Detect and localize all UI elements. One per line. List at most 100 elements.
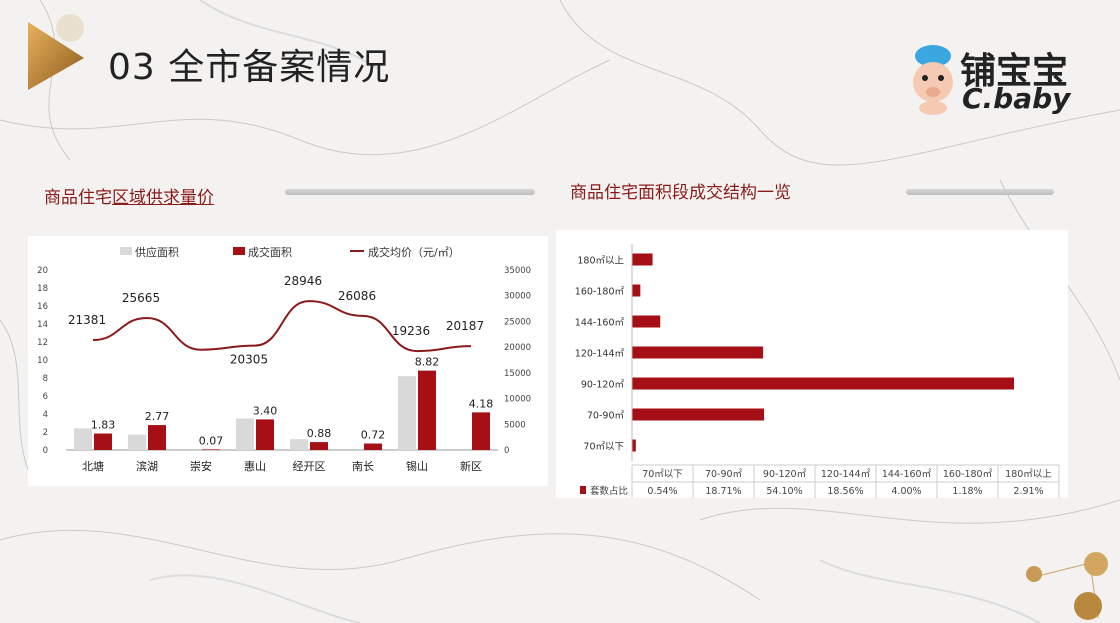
data-label-price: 28946	[284, 274, 322, 288]
data-label-price: 25665	[122, 291, 160, 305]
table-row-label: 套数占比	[590, 485, 628, 497]
bar-deal	[94, 433, 112, 450]
table-header-cell: 144-160㎡	[882, 469, 932, 480]
y-tick-label: 0	[43, 446, 48, 456]
bar-supply	[236, 418, 254, 450]
y-tick-label: 160-180㎡	[575, 287, 625, 298]
data-label-deal: 8.82	[415, 356, 440, 369]
x-tick-label: 北塘	[82, 459, 104, 473]
data-label-deal: 0.07	[199, 434, 224, 447]
y-tick-label: 120-144㎡	[575, 349, 625, 360]
x-tick-label: 崇安	[190, 459, 212, 473]
data-label-deal: 0.72	[361, 429, 386, 442]
table-value-cell: 2.91%	[1013, 486, 1043, 497]
y-tick-label: 4	[43, 410, 48, 420]
y-tick-label: 14	[37, 320, 48, 330]
right-divider	[906, 189, 1054, 195]
price-line	[92, 300, 472, 353]
supply-demand-chart: 供应面积 成交面积 成交均价（元/㎡） 0 2 4 6 8 10 12 14 16 18 20 0 5000 1…	[37, 245, 531, 473]
y2-tick-label: 15000	[504, 369, 531, 379]
y2-tick-label: 20000	[504, 343, 531, 353]
y-tick-label: 8	[43, 374, 48, 384]
table-value-cell: 0.54%	[647, 486, 677, 497]
bar-share	[632, 408, 765, 421]
table-header-cell: 90-120㎡	[763, 469, 807, 480]
y-tick-label: 18	[37, 284, 48, 294]
data-label-price: 21381	[68, 313, 106, 327]
data-label-price: 19236	[392, 324, 430, 338]
table-value-cell: 4.00%	[891, 486, 921, 497]
x-tick-label: 新区	[460, 459, 482, 473]
decorative-spheres	[1026, 552, 1108, 620]
legend-label-supply: 供应面积	[135, 245, 179, 259]
table-value-cell: 18.56%	[827, 486, 863, 497]
table-value-cell: 18.71%	[705, 486, 741, 497]
table-header-cell: 70㎡以下	[642, 469, 683, 480]
brand-name-cn: 铺宝宝	[960, 51, 1069, 92]
bar-supply	[128, 434, 146, 450]
left-section-title-plain: 商品住宅	[44, 188, 112, 208]
y-tick-label: 6	[43, 392, 48, 402]
data-label-deal: 1.83	[91, 419, 116, 432]
y-tick-label: 90-120㎡	[581, 380, 625, 391]
page-title: 03 全市备案情况	[108, 47, 391, 88]
data-label-price: 20305	[230, 353, 268, 367]
y2-tick-label: 10000	[504, 395, 531, 405]
bar-supply	[290, 439, 308, 450]
area-structure-chart: 180㎡以上 160-180㎡ 144-160㎡ 120-144㎡ 90-120㎡ 70-…	[574, 244, 1060, 500]
y2-tick-label: 0	[504, 446, 509, 456]
bar-supply	[74, 428, 92, 450]
right-section-title: 商品住宅面积段成交结构一览	[570, 183, 791, 203]
table-header-cell: 180㎡以上	[1005, 469, 1052, 480]
left-section-title-underlined: 区域供求量价	[112, 188, 214, 208]
y-tick-label: 2	[43, 428, 48, 438]
table-row-swatch	[580, 486, 586, 494]
bar-deal	[148, 425, 166, 450]
bar-share	[632, 377, 1014, 390]
y2-tick-label: 25000	[504, 317, 531, 327]
table-header-cell: 160-180㎡	[943, 469, 993, 480]
table-value-cell: 1.18%	[952, 486, 982, 497]
x-tick-label: 经开区	[293, 460, 326, 473]
bar-supply	[398, 376, 416, 450]
y-tick-label: 180㎡以上	[577, 256, 624, 267]
supply-demand-chart-panel: 供应面积 成交面积 成交均价（元/㎡） 0 2 4 6 8 10 12 14 16 18 20 0 5000 1…	[28, 236, 548, 486]
table-header-cell: 120-144㎡	[821, 469, 871, 480]
data-label-deal: 0.88	[307, 427, 332, 440]
bar-share	[632, 253, 653, 266]
bar-share	[632, 284, 641, 297]
y-tick-label: 16	[37, 302, 48, 312]
y-tick-label: 144-160㎡	[575, 318, 625, 329]
table-value-cell: 54.10%	[766, 486, 802, 497]
data-label-deal: 2.77	[145, 410, 170, 423]
y-tick-label: 20	[37, 266, 48, 276]
data-label-price: 26086	[338, 289, 376, 303]
bar-deal	[202, 449, 220, 450]
legend-label-deal: 成交面积	[248, 245, 292, 259]
left-divider	[285, 189, 535, 195]
legend-swatch-deal	[233, 247, 245, 255]
data-label-deal: 3.40	[253, 404, 278, 417]
x-tick-label: 滨湖	[136, 459, 158, 473]
bar-deal	[256, 419, 274, 450]
brand-name-en: C.baby	[962, 82, 1071, 115]
x-tick-label: 锡山	[406, 459, 428, 473]
area-structure-chart-panel: 180㎡以上 160-180㎡ 144-160㎡ 120-144㎡ 90-120㎡ 70-…	[556, 230, 1068, 500]
x-tick-label: 惠山	[244, 459, 266, 473]
bar-share	[632, 315, 661, 328]
y2-tick-label: 5000	[504, 420, 526, 430]
y-tick-label: 70㎡以下	[583, 442, 624, 453]
bar-share	[632, 439, 636, 452]
bar-deal	[310, 442, 328, 450]
legend-swatch-supply	[120, 247, 132, 255]
bar-deal	[418, 370, 436, 450]
y2-tick-label: 30000	[504, 292, 531, 302]
triangle-logo-icon	[28, 14, 84, 90]
legend-label-price: 成交均价（元/㎡）	[368, 245, 460, 259]
x-tick-label: 南长	[352, 460, 374, 473]
data-label-price: 20187	[446, 319, 484, 333]
data-label-deal: 4.18	[469, 397, 494, 410]
bar-deal	[472, 412, 490, 450]
y2-tick-label: 35000	[504, 266, 531, 276]
brand-logo	[908, 40, 1088, 120]
